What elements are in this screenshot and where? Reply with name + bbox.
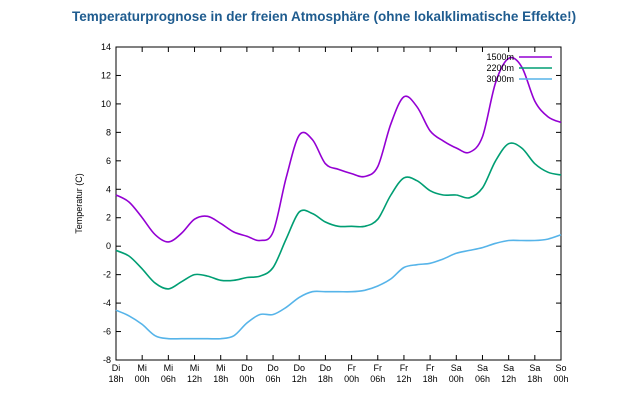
x-tick-labels: Di18hMi00hMi06hMi12hMi18hDo00hDo06hDo12h… (108, 363, 568, 384)
x-tick-label-hour: 18h (527, 374, 542, 384)
x-tick-label-hour: 18h (108, 374, 123, 384)
y-tick-label: -8 (103, 355, 111, 365)
y-tick-label: 0 (106, 241, 111, 251)
x-tick-label-hour: 06h (266, 374, 281, 384)
x-tick-label-hour: 12h (292, 374, 307, 384)
x-tick-label-day: Sa (451, 363, 462, 373)
y-tick-label: 12 (101, 70, 111, 80)
y-tick-label: -4 (103, 298, 111, 308)
x-tick-label-day: Do (267, 363, 279, 373)
chart-title: Temperaturprognose in der freien Atmosph… (72, 9, 577, 24)
x-tick-label-hour: 18h (213, 374, 228, 384)
x-tick-label-day: Fr (400, 363, 409, 373)
x-tick-label-hour: 00h (344, 374, 359, 384)
y-tick-label: 4 (106, 184, 111, 194)
x-tick-label-day: Mi (216, 363, 226, 373)
legend-label: 2200m (486, 63, 514, 73)
x-tick-label-hour: 00h (449, 374, 464, 384)
legend-label: 1500m (486, 52, 514, 62)
y-tick-label: 8 (106, 127, 111, 137)
y-axis-label: Temperatur (C) (74, 173, 84, 234)
x-tick-label-day: Mi (137, 363, 147, 373)
x-tick-label-hour: 06h (161, 374, 176, 384)
x-tick-label-day: So (555, 363, 566, 373)
y-tick-label: 2 (106, 213, 111, 223)
x-tick-label-hour: 12h (187, 374, 202, 384)
y-tick-label: 10 (101, 99, 111, 109)
x-tick-label-day: Mi (164, 363, 174, 373)
x-tick-label-hour: 00h (553, 374, 568, 384)
series-lines (115, 56, 562, 340)
legend-label: 3000m (486, 74, 514, 84)
series-line-3000m (115, 234, 562, 340)
y-tick-label: 14 (101, 42, 111, 52)
x-tick-label-day: Fr (374, 363, 383, 373)
x-tick-label-day: Sa (503, 363, 514, 373)
x-tick-label-hour: 06h (370, 374, 385, 384)
x-tick-label-day: Fr (426, 363, 435, 373)
plot-frame (115, 46, 562, 361)
series-line-1500m (115, 56, 562, 243)
series-line-2200m (115, 142, 562, 290)
x-tick-label-day: Do (241, 363, 253, 373)
x-tick-label-hour: 06h (475, 374, 490, 384)
y-tick-label: 6 (106, 156, 111, 166)
y-tick-label: -2 (103, 270, 111, 280)
y-tick-label: -6 (103, 327, 111, 337)
x-tick-label-day: Fr (347, 363, 356, 373)
x-tick-label-hour: 12h (501, 374, 516, 384)
x-tick-label-day: Do (320, 363, 332, 373)
x-tick-label-day: Sa (477, 363, 488, 373)
y-axis-label-group: Temperatur (C) (74, 173, 84, 234)
x-tick-label-hour: 00h (239, 374, 254, 384)
x-tick-label-day: Do (293, 363, 305, 373)
x-tick-label-hour: 12h (396, 374, 411, 384)
x-tick-label-hour: 18h (423, 374, 438, 384)
x-tick-label-day: Sa (529, 363, 540, 373)
x-tick-label-hour: 00h (135, 374, 150, 384)
axis-ticks (115, 46, 562, 361)
x-tick-label-day: Mi (190, 363, 200, 373)
x-tick-label-day: Di (112, 363, 121, 373)
y-tick-labels: -8 -6 -4 -2 0 2 4 6 8 10 12 14 (101, 42, 111, 365)
x-tick-label-hour: 18h (318, 374, 333, 384)
